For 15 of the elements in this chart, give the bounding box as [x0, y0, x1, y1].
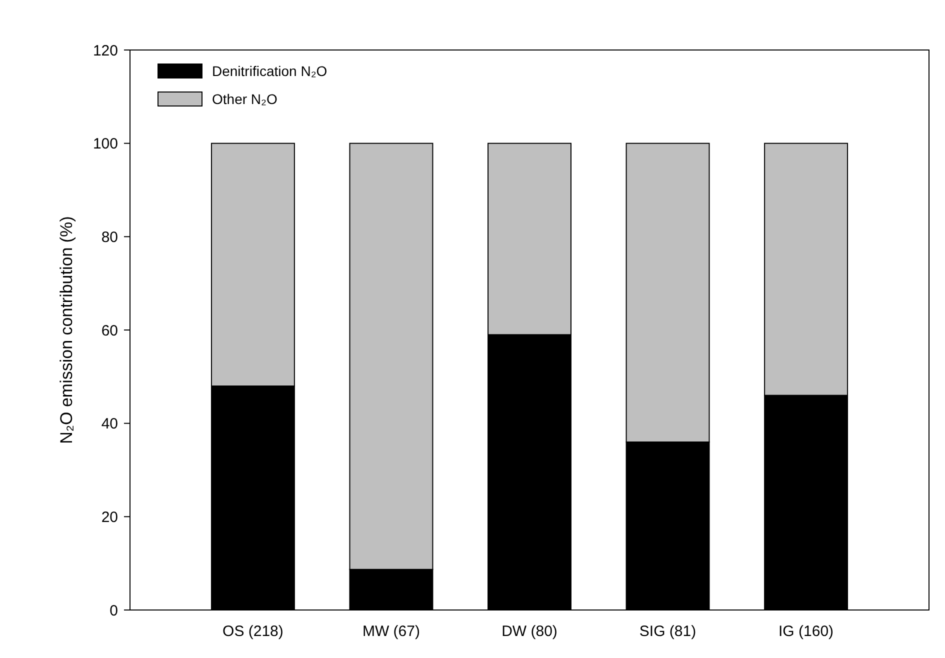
x-tick-label: MW (67) — [362, 623, 420, 640]
y-tick-label: 40 — [101, 416, 118, 433]
y-tick-label: 100 — [92, 136, 118, 153]
y-tick-label: 20 — [101, 508, 118, 526]
x-tick-label: OS (218) — [222, 623, 284, 640]
y-tick-label: 80 — [101, 228, 118, 246]
y-tick-label: 0 — [110, 602, 118, 620]
y-tick-label: 120 — [92, 42, 118, 60]
legend-label: Denitrification N₂O — [212, 62, 328, 79]
x-tick-label: DW (80) — [502, 623, 558, 640]
y-axis-title: N₂O emission contribution (%) — [57, 216, 76, 444]
x-tick-label: SIG (81) — [639, 623, 696, 640]
y-tick-label: 60 — [101, 322, 118, 340]
legend-label: Other N₂O — [212, 90, 278, 107]
x-tick-label: IG (160) — [778, 623, 834, 640]
